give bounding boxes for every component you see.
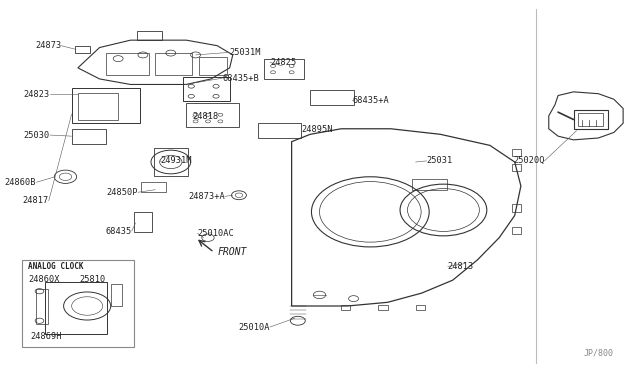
Bar: [511, 205, 521, 212]
Text: 25020Q: 25020Q: [513, 156, 545, 166]
Bar: [72, 129, 106, 144]
Text: 24823: 24823: [24, 90, 50, 99]
Bar: [72, 88, 140, 123]
Bar: [154, 148, 188, 176]
Text: 68435+A: 68435+A: [353, 96, 389, 105]
Bar: [36, 289, 47, 324]
Bar: [578, 113, 603, 126]
Text: 25031M: 25031M: [230, 48, 261, 57]
Bar: [511, 149, 521, 157]
Text: 25031: 25031: [427, 156, 453, 166]
Text: 24813: 24813: [448, 262, 474, 271]
Text: 24850P: 24850P: [106, 188, 138, 197]
Bar: [156, 53, 193, 75]
Bar: [511, 227, 521, 234]
Bar: [310, 90, 353, 105]
Text: 24817: 24817: [22, 196, 49, 205]
Bar: [78, 93, 118, 120]
Bar: [45, 282, 107, 334]
Bar: [134, 212, 152, 232]
Text: 24895N: 24895N: [301, 125, 332, 134]
Bar: [378, 305, 388, 310]
Text: FRONT: FRONT: [217, 247, 246, 257]
Text: ANALOG CLOCK: ANALOG CLOCK: [28, 262, 84, 270]
Text: 24869H: 24869H: [30, 332, 61, 341]
Bar: [264, 59, 304, 79]
Bar: [573, 110, 607, 129]
Bar: [75, 46, 90, 53]
Text: 25810: 25810: [80, 275, 106, 283]
Text: 25010A: 25010A: [239, 323, 270, 331]
Text: JP/800: JP/800: [584, 349, 614, 358]
Text: 68435+B: 68435+B: [222, 74, 259, 83]
Bar: [412, 179, 447, 190]
Text: 24860B: 24860B: [5, 178, 36, 187]
Text: 25030: 25030: [24, 131, 50, 140]
Bar: [183, 77, 230, 101]
Text: 24873+A: 24873+A: [188, 192, 225, 201]
Text: 24818: 24818: [193, 112, 219, 121]
Bar: [22, 260, 134, 347]
Bar: [511, 164, 521, 171]
Bar: [141, 182, 166, 192]
Bar: [257, 123, 301, 138]
Text: 24825: 24825: [270, 58, 296, 67]
Bar: [198, 57, 227, 75]
Text: 25010AC: 25010AC: [198, 229, 234, 238]
Bar: [137, 31, 161, 40]
Text: 24873: 24873: [35, 41, 61, 50]
Text: 68435: 68435: [106, 227, 132, 235]
Bar: [106, 53, 149, 75]
Bar: [111, 284, 122, 306]
Text: 24860X: 24860X: [28, 275, 60, 283]
Text: 24931M: 24931M: [160, 156, 192, 166]
Bar: [186, 103, 239, 127]
Bar: [415, 305, 425, 310]
Bar: [341, 305, 351, 310]
